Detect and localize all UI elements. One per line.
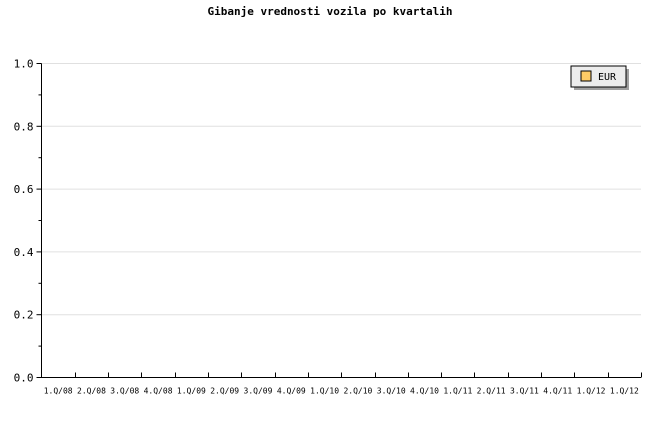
x-tick-label: 3.Q/08 [110,387,139,396]
x-tick-label: 3.Q/10 [377,387,406,396]
x-tick-label: 1.Q/10 [310,387,339,396]
y-tick-label: 0.4 [14,246,34,259]
legend: EUR [570,65,629,90]
x-tick-label: 3.Q/11 [510,387,539,396]
x-tick-labels: 1.Q/08 2.Q/08 3.Q/08 4.Q/08 1.Q/09 2.Q/09 3.Q/… [44,387,639,396]
x-tick-label: 4.Q/10 [410,387,439,396]
y-tick-label: 0.2 [14,309,34,322]
x-tick-label: 1.Q/08 [44,387,73,396]
x-tick-label: 4.Q/11 [543,387,572,396]
x-tick-label: 2.Q/11 [477,387,506,396]
gridlines [41,63,641,316]
y-tick-label: 0.6 [14,183,34,196]
legend-swatch [580,70,592,82]
x-tick-label: 1.Q/11 [443,387,472,396]
y-tick-labels: 0.0 0.2 0.4 0.6 0.8 1.0 [14,58,34,385]
x-tick-label: 1.Q/12 [577,387,606,396]
x-tick-label: 4.Q/08 [144,387,173,396]
x-tick-label: 2.Q/08 [77,387,106,396]
y-tick-label: 0.8 [14,120,34,133]
y-tick-label: 1.0 [14,58,34,71]
x-tick-label: 3.Q/09 [244,387,273,396]
y-tick-label: 0.0 [14,372,34,385]
x-tick-label: 2.Q/10 [343,387,372,396]
x-tick-label: 4.Q/09 [277,387,306,396]
x-tick-label: 1.Q/12 [610,387,639,396]
x-tick-label: 1.Q/09 [177,387,206,396]
chart-title: Gibanje vrednosti vozila po kvartalih [207,5,452,18]
legend-label: EUR [598,72,617,83]
axes [36,63,642,378]
x-tick-label: 2.Q/09 [210,387,239,396]
